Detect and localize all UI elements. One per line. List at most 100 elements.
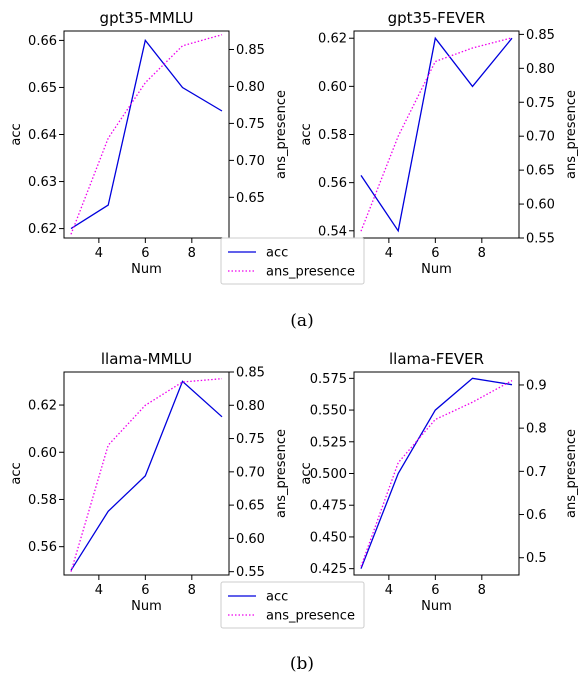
x-tick-label-8: 8	[478, 583, 486, 598]
y-tick-label-0-550: 0.550	[310, 404, 347, 419]
y2-tick-label-0-70: 0.70	[236, 465, 265, 480]
series-line-acc	[360, 377, 513, 569]
caption-b: (b)	[290, 654, 314, 674]
plot-frame	[353, 30, 520, 239]
y2-tick-label-0-65: 0.65	[236, 191, 265, 206]
y-tick-label-0-62: 0.62	[28, 222, 57, 237]
series-line-acc	[360, 36, 513, 233]
y2-tick-label-0-55: 0.55	[236, 565, 265, 580]
caption-a: (a)	[290, 311, 313, 331]
plot-frame	[63, 371, 230, 576]
y-tick-label-0-54: 0.54	[318, 224, 347, 239]
legend-a: acc ans_presence	[220, 237, 365, 285]
x-tick-label-4: 4	[385, 583, 393, 598]
x-axis-label: Num	[421, 262, 452, 277]
panel-title: gpt35-MMLU	[100, 9, 194, 27]
x-tick-label-8: 8	[188, 583, 196, 598]
panel-gpt35-fever: gpt35-FEVER 4 6 8 0.54 0.56 0.58 0.60 0.62 0.55 0.…	[299, 9, 579, 277]
panel-llama-fever: llama-FEVER 4 6 8 0.425 0.450 0.475 0.500 0.525 0…	[299, 350, 579, 614]
y-tick-label-0-500: 0.500	[310, 467, 347, 482]
y2-tick-label-0-5: 0.5	[526, 551, 547, 566]
y-tick-label-0-64: 0.64	[28, 128, 57, 143]
y2-tick-label-0-85: 0.85	[236, 366, 265, 381]
series-line-ans-presence	[70, 378, 223, 572]
y2-axis-label: ans_presence	[564, 429, 579, 518]
y2-tick-label-0-75: 0.75	[236, 432, 265, 447]
y2-tick-label-0-55: 0.55	[526, 232, 555, 247]
y-tick-label-0-575: 0.575	[310, 372, 347, 387]
y-tick-label-0-450: 0.450	[310, 530, 347, 545]
panel-title: gpt35-FEVER	[388, 9, 486, 27]
y2-tick-label-0-80: 0.80	[236, 399, 265, 414]
y2-tick-label-0-65: 0.65	[526, 164, 555, 179]
x-tick-label-4: 4	[95, 583, 103, 598]
y2-tick-label-0-70: 0.70	[236, 154, 265, 169]
legend-label-acc: acc	[266, 246, 288, 261]
y2-tick-label-0-65: 0.65	[236, 499, 265, 514]
y-tick-label-0-58: 0.58	[28, 493, 57, 508]
x-tick-label-6: 6	[141, 583, 149, 598]
legend-box	[220, 237, 365, 285]
legend-box	[220, 581, 365, 629]
y-tick-label-0-62: 0.62	[28, 399, 57, 414]
y2-tick-label-0-85: 0.85	[236, 43, 265, 58]
x-axis-label: Num	[421, 599, 452, 614]
panel-llama-mmlu: llama-MMLU 4 6 8 0.56 0.58 0.60 0.62 0.55 0.60 0.6…	[9, 350, 289, 614]
y-tick-label-0-65: 0.65	[28, 81, 57, 96]
y2-tick-label-0-75: 0.75	[526, 96, 555, 111]
y2-tick-label-0-70: 0.70	[526, 130, 555, 145]
y2-tick-label-0-9: 0.9	[526, 378, 547, 393]
y-tick-label-0-56: 0.56	[28, 540, 57, 555]
data-point-ans-presence	[220, 33, 223, 36]
legend-label-ans-presence: ans_presence	[266, 265, 355, 280]
y-tick-label-0-63: 0.63	[28, 175, 57, 190]
y2-tick-label-0-80: 0.80	[236, 80, 265, 95]
data-point-ans-presence	[220, 377, 223, 380]
panel-title: llama-FEVER	[389, 350, 484, 368]
y-tick-label-0-58: 0.58	[318, 128, 347, 143]
y-axis-label: acc	[9, 462, 24, 484]
y2-tick-label-0-6: 0.6	[526, 508, 547, 523]
series-line-acc	[70, 38, 223, 230]
y-tick-label-0-66: 0.66	[28, 34, 57, 49]
y2-tick-label-0-60: 0.60	[526, 198, 555, 213]
legend-label-acc: acc	[266, 590, 288, 605]
x-tick-label-8: 8	[188, 246, 196, 261]
y-axis-label: acc	[299, 462, 314, 484]
y2-tick-label-0-80: 0.80	[526, 62, 555, 77]
y-tick-label-0-56: 0.56	[318, 176, 347, 191]
series-line-ans-presence	[70, 34, 223, 235]
y-tick-label-0-425: 0.425	[310, 562, 347, 577]
panel-gpt35-mmlu: gpt35-MMLU 4 6 8 0.62 0.63 0.64 0.65 0.66 0.65 0.7…	[9, 9, 289, 277]
legend-label-ans-presence: ans_presence	[266, 609, 355, 624]
y2-axis-label: ans_presence	[564, 90, 579, 179]
y2-tick-label-0-85: 0.85	[526, 28, 555, 43]
series-line-ans-presence	[360, 37, 513, 232]
y-tick-label-0-60: 0.60	[318, 80, 347, 95]
x-tick-label-6: 6	[431, 583, 439, 598]
y-axis-label: acc	[9, 123, 24, 145]
panel-title: llama-MMLU	[101, 350, 192, 368]
plot-frame	[353, 371, 520, 576]
y-tick-label-0-475: 0.475	[310, 499, 347, 514]
x-axis-label: Num	[131, 599, 162, 614]
x-tick-label-4: 4	[385, 246, 393, 261]
series-line-acc	[70, 380, 223, 571]
y2-axis-label: ans_presence	[274, 90, 289, 179]
y2-tick-label-0-7: 0.7	[526, 465, 547, 480]
y-axis-label: acc	[299, 123, 314, 145]
y2-tick-label-0-60: 0.60	[236, 532, 265, 547]
x-tick-label-6: 6	[141, 246, 149, 261]
y2-axis-label: ans_presence	[274, 429, 289, 518]
y-tick-label-0-60: 0.60	[28, 446, 57, 461]
y-tick-label-0-62: 0.62	[318, 32, 347, 47]
x-tick-label-8: 8	[478, 246, 486, 261]
legend-b: acc ans_presence	[220, 581, 365, 629]
y-tick-label-0-525: 0.525	[310, 435, 347, 450]
y2-tick-label-0-8: 0.8	[526, 422, 547, 437]
y2-tick-label-0-75: 0.75	[236, 117, 265, 132]
x-tick-label-4: 4	[95, 246, 103, 261]
plot-frame	[63, 30, 230, 239]
x-axis-label: Num	[131, 262, 162, 277]
